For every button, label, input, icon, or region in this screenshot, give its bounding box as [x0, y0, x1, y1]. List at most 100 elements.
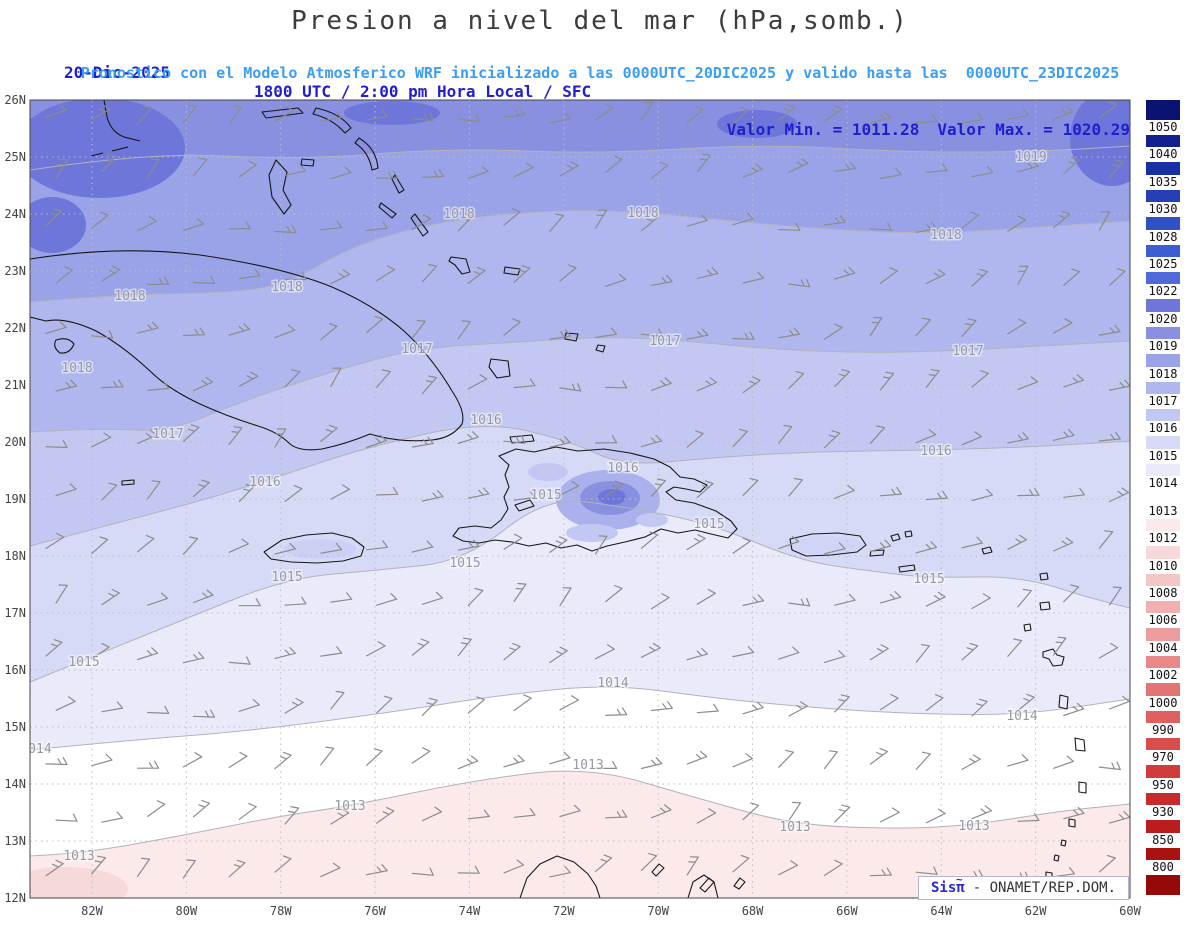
- lon-tick-label: 64W: [930, 904, 953, 918]
- wind-barb: [274, 855, 292, 873]
- colorbar-label: 800: [1146, 860, 1180, 876]
- wind-barb: [1053, 636, 1067, 656]
- wind-barb: [1053, 755, 1074, 769]
- colorbar-label: 1022: [1146, 284, 1180, 300]
- isobar-label: 1016: [249, 475, 280, 490]
- wind-barb: [1108, 695, 1130, 710]
- wind-barb: [366, 315, 384, 334]
- wind-barb: [696, 153, 711, 173]
- wind-barb: [55, 584, 68, 604]
- wind-barb: [778, 103, 796, 122]
- wind-barb: [742, 701, 764, 715]
- colorbar-label: 1002: [1146, 668, 1180, 684]
- wind-barb: [421, 263, 438, 283]
- wind-barb: [1007, 534, 1028, 550]
- wind-barb: [376, 486, 399, 496]
- wind-barb: [686, 647, 708, 661]
- wind-barb: [925, 163, 948, 173]
- wind-barb: [1063, 487, 1086, 498]
- wind-barb: [330, 269, 351, 285]
- wind-barb: [1053, 428, 1075, 441]
- isobar-label: 1017: [401, 342, 432, 357]
- wind-barb: [869, 867, 892, 877]
- wind-barb: [1017, 160, 1039, 173]
- wind-barb: [411, 112, 434, 122]
- wind-barb: [595, 209, 607, 229]
- isobar-label: 1013: [334, 799, 365, 814]
- logo-sis: Sis: [930, 880, 957, 896]
- wind-barb: [549, 112, 571, 124]
- coastline: [1068, 818, 1076, 828]
- wind-barb: [971, 370, 989, 388]
- wind-barb: [284, 697, 304, 714]
- wind-barb: [421, 591, 444, 605]
- lat-tick-label: 26N: [4, 93, 26, 107]
- wind-barb: [650, 377, 672, 391]
- wind-barb: [696, 480, 714, 498]
- isobar-label: 1014: [1006, 709, 1037, 724]
- pressure-blob: [717, 110, 797, 138]
- colorbar-label: 1040: [1146, 147, 1180, 163]
- isobar-label: 1013: [572, 758, 603, 773]
- wind-barb: [457, 539, 480, 551]
- wind-barb: [1063, 584, 1080, 603]
- coastline: [981, 546, 993, 555]
- wind-barb: [696, 588, 716, 605]
- lat-tick-label: 18N: [4, 549, 26, 563]
- wind-barb: [91, 104, 111, 121]
- wind-barb: [686, 534, 706, 551]
- wind-barb: [101, 153, 117, 173]
- wind-barb: [45, 439, 68, 449]
- wind-barb: [925, 490, 948, 501]
- wind-barb: [732, 212, 754, 226]
- wind-barb: [732, 537, 751, 554]
- colorbar-label: 1014: [1146, 476, 1180, 492]
- colorbar-label: 1030: [1146, 202, 1180, 218]
- wind-barb: [879, 591, 902, 604]
- isobar-label: 1016: [607, 461, 638, 476]
- wind-barb: [274, 224, 297, 234]
- wind-barb: [971, 698, 988, 717]
- chart-subtitle-line: 20-Dic-2025 1800 UTC / 2:00 pm Hora Loca…: [0, 44, 1200, 139]
- isobar-line-1015: [30, 500, 1130, 683]
- wind-barb: [879, 167, 902, 179]
- wind-barb: [824, 542, 846, 555]
- wind-barb: [595, 103, 614, 121]
- colorbar-label: 1000: [1146, 695, 1180, 711]
- wind-barb: [147, 276, 170, 286]
- wind-barb: [330, 166, 352, 180]
- wind-barb: [732, 854, 750, 873]
- wind-barb: [650, 593, 670, 610]
- wind-barb: [925, 269, 946, 285]
- wind-barb: [182, 104, 197, 124]
- wind-barb: [961, 642, 979, 661]
- wind-barb: [503, 318, 521, 336]
- isobar-label: 1018: [61, 361, 92, 376]
- colorbar-label: 1028: [1146, 229, 1180, 245]
- wind-barb: [421, 169, 445, 178]
- wind-barb: [824, 430, 841, 449]
- wind-barb: [137, 216, 157, 232]
- wind-barb: [101, 588, 120, 606]
- colorbar-label: 1050: [1146, 119, 1180, 135]
- wind-barb: [605, 480, 624, 498]
- pressure-blob: [786, 536, 862, 554]
- wind-barb: [1108, 811, 1130, 824]
- wind-barb: [513, 808, 536, 818]
- coastline: [869, 549, 885, 557]
- wind-barb: [834, 804, 851, 823]
- wind-barb: [320, 542, 343, 554]
- wind-barb: [925, 694, 944, 712]
- coastline: [261, 107, 304, 119]
- wind-barb: [91, 432, 112, 448]
- wind-barb: [147, 800, 166, 817]
- lat-tick-label: 22N: [4, 321, 26, 335]
- wind-barb: [824, 215, 846, 226]
- wind-barb: [778, 646, 800, 660]
- wind-barb: [915, 866, 938, 875]
- lon-tick-label: 78W: [269, 904, 292, 918]
- wind-barb: [961, 112, 984, 124]
- wind-barb: [686, 750, 708, 765]
- wind-barb: [55, 696, 76, 711]
